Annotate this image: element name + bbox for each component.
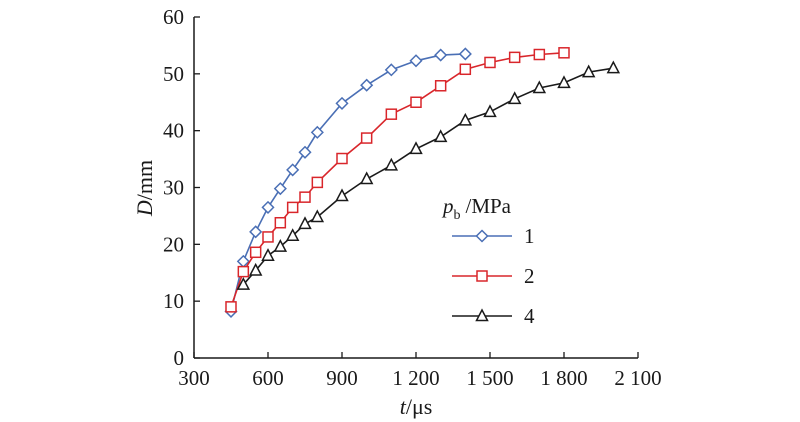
y-tick-label: 20	[163, 232, 184, 256]
legend-marker	[475, 229, 489, 243]
legend-label: 1	[524, 224, 535, 248]
data-point	[434, 80, 447, 92]
data-point	[459, 63, 472, 76]
data-point	[225, 301, 237, 313]
data-point	[434, 48, 448, 62]
data-point	[236, 277, 251, 290]
data-point	[249, 225, 263, 239]
data-point	[360, 132, 373, 144]
legend-item-4: 4	[452, 304, 535, 328]
data-point	[336, 152, 348, 165]
data-point	[311, 176, 324, 189]
legend-marker	[476, 270, 488, 282]
legend-marker	[475, 308, 489, 322]
legend: pb/MPa 1 2 4	[441, 194, 535, 328]
data-point	[384, 157, 399, 171]
y-axis-title: D/mm	[132, 160, 157, 217]
legend-title-var: p	[441, 194, 454, 218]
series-line	[242, 67, 614, 286]
data-point	[273, 182, 287, 196]
y-axis-var: D	[132, 200, 157, 217]
y-tick-label: 10	[163, 289, 184, 313]
data-point	[310, 125, 324, 139]
x-axis-title: t/μs	[400, 394, 433, 419]
y-tick-label: 40	[163, 119, 184, 143]
data-point	[409, 141, 423, 155]
legend-label: 2	[524, 264, 535, 288]
x-tick-label: 1 800	[540, 366, 587, 390]
data-point	[335, 96, 349, 110]
legend-title-unit: /MPa	[466, 194, 512, 218]
series-line	[230, 52, 565, 308]
data-point	[557, 75, 571, 89]
data-point	[483, 104, 497, 118]
data-point	[433, 129, 448, 143]
x-tick-label: 2 100	[614, 366, 661, 390]
x-tick-label: 600	[252, 366, 284, 390]
legend-items: 1 2 4	[452, 224, 535, 328]
data-point	[273, 238, 288, 252]
data-point	[359, 171, 374, 185]
data-point	[558, 47, 570, 59]
y-tick-label: 30	[163, 176, 184, 200]
data-point	[410, 96, 422, 108]
series-1	[224, 47, 472, 318]
series-layer	[224, 47, 621, 318]
axes: 0 10 20 30 40 50 60 300 600 900 1 200 1 500 1 800 2 1…	[163, 5, 662, 390]
y-tick-label: 60	[163, 5, 184, 29]
data-point	[385, 108, 398, 120]
data-point	[262, 231, 274, 243]
data-point	[261, 248, 275, 261]
data-point	[237, 265, 250, 278]
legend-title-sub: b	[454, 208, 461, 223]
x-tick-label: 900	[326, 366, 358, 390]
x-tick-label: 300	[178, 366, 210, 390]
y-tick-label: 50	[163, 62, 184, 86]
data-point	[298, 145, 312, 159]
legend-item-1: 1	[452, 224, 535, 248]
y-axis-unit: /mm	[132, 160, 157, 200]
data-point	[261, 200, 275, 214]
data-point	[310, 209, 325, 223]
x-axis-unit: /μs	[406, 394, 432, 419]
data-point	[248, 262, 263, 276]
y-tick-label: 0	[174, 346, 185, 370]
data-point	[360, 78, 374, 92]
data-point	[274, 216, 287, 229]
data-point	[532, 80, 547, 94]
data-point	[533, 48, 546, 61]
data-point	[484, 56, 496, 69]
data-point	[384, 63, 398, 77]
data-point	[409, 54, 423, 68]
legend-title: pb/MPa	[441, 194, 512, 223]
data-point	[458, 47, 472, 61]
data-point	[286, 201, 299, 214]
x-tick-label: 1 500	[466, 366, 513, 390]
legend-item-2: 2	[452, 264, 535, 288]
data-point	[285, 228, 300, 242]
x-axis-var: t	[400, 394, 407, 419]
data-point	[249, 246, 262, 259]
data-point	[581, 64, 596, 78]
series-4	[236, 60, 621, 290]
data-point	[299, 191, 311, 203]
series-2	[225, 47, 570, 313]
data-point	[298, 216, 312, 230]
x-tick-label: 1 200	[392, 366, 439, 390]
legend-label: 4	[524, 304, 535, 328]
data-point	[286, 163, 300, 177]
data-point	[335, 188, 349, 202]
data-point	[508, 51, 521, 64]
data-point	[606, 60, 621, 74]
data-point	[458, 112, 473, 126]
data-point	[507, 91, 522, 105]
